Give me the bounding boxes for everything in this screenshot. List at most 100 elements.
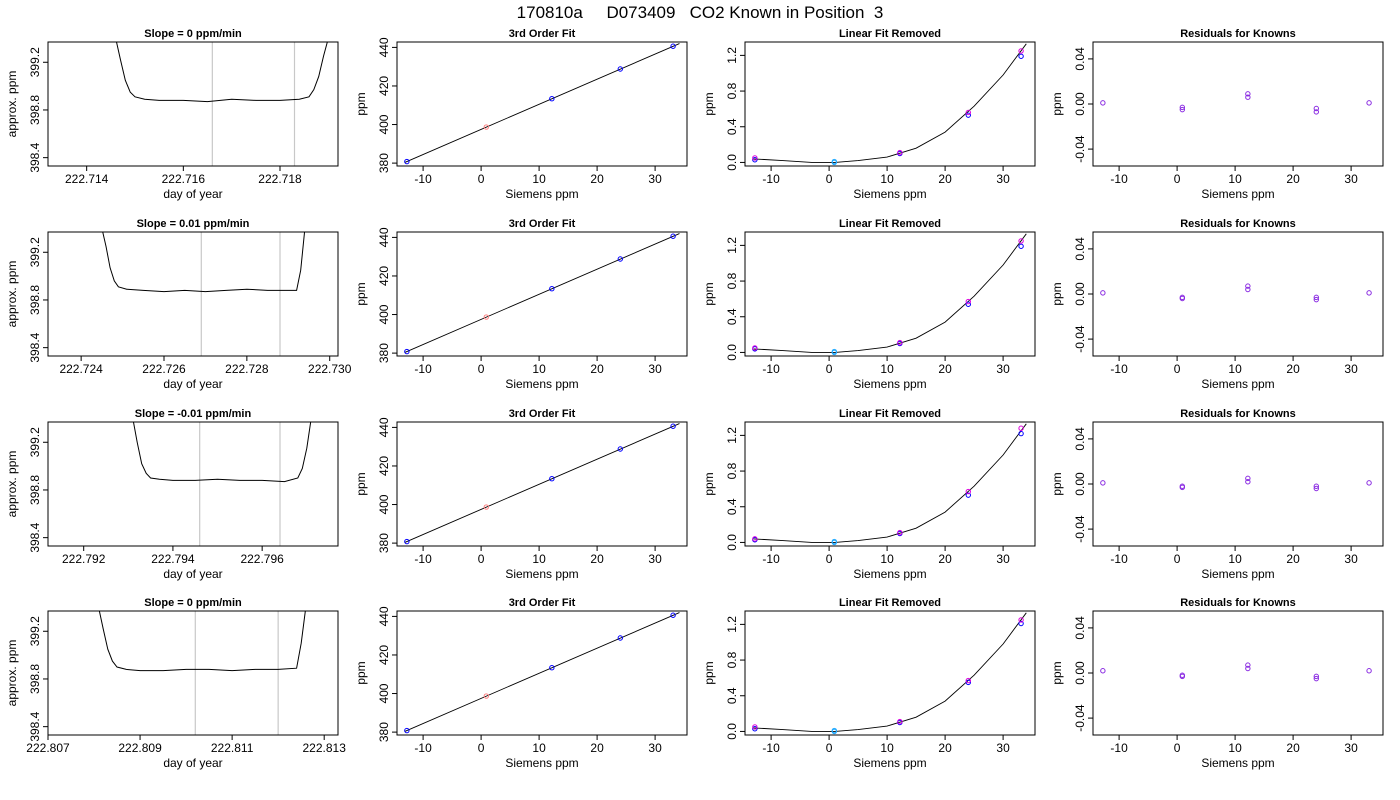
data-point [965,679,971,686]
x-tick-label: 30 [648,362,662,376]
y-tick-label: 398.8 [28,95,42,125]
y-tick-label: 0.00 [1073,282,1087,306]
x-tick-label: 30 [648,172,662,186]
x-tick-label: 10 [1228,552,1242,566]
x-axis-label: day of year [163,756,222,770]
data-point [752,345,758,351]
x-tick-label: -10 [1110,741,1128,755]
y-tick-label: 0.04 [1073,47,1087,71]
data-point [483,314,490,320]
data-point [549,475,555,482]
x-tick-label: 222.794 [151,552,195,566]
data-point [483,504,490,510]
plot-frame [744,421,1036,547]
x-tick-label: 0 [826,172,833,186]
x-tick-label: -10 [762,172,780,186]
data-point [1245,91,1251,97]
y-tick-label: 399.2 [28,237,42,267]
panel-trace-row-3: Slope = -0.01 ppm/min 222.792 222.794 222.7… [5,408,339,581]
x-tick-label: 10 [880,362,894,376]
panel-trace-row-2: Slope = 0.01 ppm/min 222.724 222.726 222.72… [5,218,352,391]
data-point [617,256,623,262]
data-point [965,301,971,307]
panel-title: Residuals for Knowns [1180,28,1296,40]
y-tick-label: 0.0 [725,534,739,551]
x-axis-label: Siemens ppm [853,377,926,391]
y-tick-label: -0.04 [1073,135,1087,163]
y-axis-label: approx. ppm [5,71,19,138]
x-tick-label: -10 [762,741,780,755]
y-tick-label: 0.04 [1073,237,1087,261]
x-tick-label: 20 [938,741,952,755]
y-tick-label: 398.4 [28,711,42,741]
y-tick-label: 1.2 [725,47,739,64]
data-point [1245,283,1251,289]
y-tick-label: 398.4 [28,522,42,552]
x-tick-label: 10 [532,741,546,755]
x-tick-label: 10 [1228,741,1242,755]
x-tick-label: 20 [938,552,952,566]
y-tick-label: 0.8 [725,462,739,479]
x-tick-label: 0 [1174,741,1181,755]
y-tick-label: 1.2 [725,237,739,254]
data-point [1179,673,1186,680]
y-tick-label: 400 [377,494,391,514]
x-tick-label: 222.792 [62,552,106,566]
x-axis-label: Siemens ppm [853,756,926,770]
x-tick-label: 222.724 [59,362,103,376]
data-point [831,538,838,545]
panel-fit-row-4: 3rd Order Fit -10 0 10 20 30 Siemens ppm 380 400… [354,597,688,770]
y-tick-label: 440 [377,417,391,437]
data-point [1313,485,1320,492]
data-point [404,538,410,545]
x-axis-label: Siemens ppm [1201,756,1274,770]
y-axis-label: approx. ppm [5,261,19,328]
x-tick-label: 222.718 [258,172,302,186]
panel-linear-row-1: Linear Fit Removed -10 0 10 20 30 Siemens ppm 0… [702,28,1036,201]
data-point [1018,48,1024,54]
data-point [965,488,971,495]
data-point [1366,100,1372,106]
y-axis-label: ppm [702,661,716,684]
data-point [752,536,758,542]
y-tick-label: 0.0 [725,344,739,361]
data-point [1366,668,1372,674]
data-point [1100,100,1106,106]
x-axis-label: day of year [163,377,222,391]
y-tick-label: 398.4 [28,332,42,362]
data-point [965,492,971,498]
data-point [1018,430,1024,437]
y-tick-label: 398.8 [28,285,42,315]
x-tick-label: 222.807 [26,741,70,755]
y-tick-label: -0.04 [1073,515,1087,543]
data-point [670,423,676,429]
panel-title: 3rd Order Fit [509,28,576,40]
plot-frame [47,231,339,357]
x-axis-label: Siemens ppm [853,567,926,581]
x-tick-label: 30 [996,172,1010,186]
x-axis-label: day of year [163,567,222,581]
data-point [1313,675,1320,682]
data-point [1179,295,1186,302]
data-point [483,124,490,130]
y-tick-label: 380 [377,343,391,363]
x-tick-label: -10 [762,552,780,566]
y-tick-label: 0.0 [725,154,739,171]
x-tick-label: 20 [1286,362,1300,376]
y-tick-label: 0.8 [725,272,739,289]
concentration-trace [102,232,306,293]
y-tick-label: 0.8 [725,651,739,668]
data-point [1313,673,1320,680]
x-tick-label: 10 [1228,172,1242,186]
data-point [1179,484,1186,491]
y-tick-label: 0.4 [725,498,739,515]
plot-frame [396,421,688,547]
x-tick-label: 30 [1344,362,1358,376]
data-point [1313,294,1320,301]
data-point [670,43,676,49]
y-tick-label: 399.2 [28,427,42,457]
x-tick-label: 222.796 [240,552,284,566]
y-tick-label: 398.8 [28,475,42,505]
y-axis-label: ppm [354,472,368,495]
